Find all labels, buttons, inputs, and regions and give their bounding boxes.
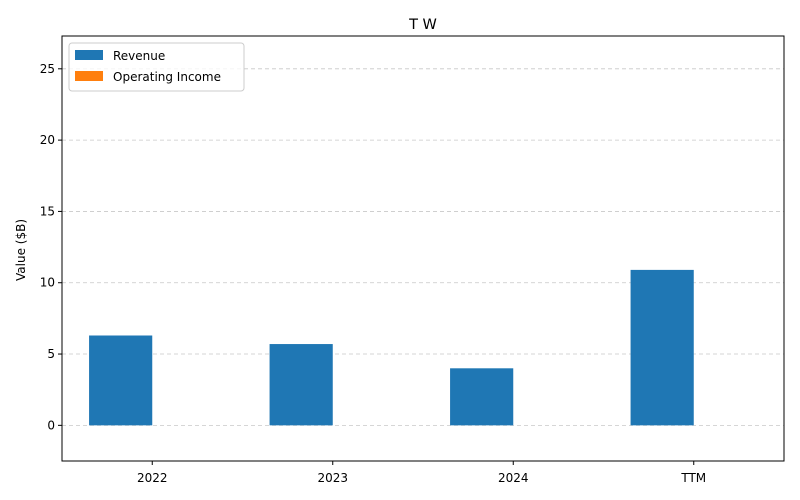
legend-items: Revenue Operating Income — [75, 49, 221, 84]
legend-swatch-1 — [75, 71, 103, 81]
x-tick-label-1: 2023 — [317, 471, 348, 485]
bar-revenue-ttm — [630, 269, 694, 426]
y-tick-label-3: 15 — [40, 204, 55, 218]
legend-swatch-0 — [75, 50, 103, 60]
y-tick-label-0: 0 — [47, 418, 55, 432]
y-tick-label-2: 10 — [40, 276, 55, 290]
legend-box — [68, 42, 245, 92]
plot-frame — [61, 35, 785, 462]
x-tick-label-0: 2022 — [137, 471, 168, 485]
y-axis-label: Value ($B) — [14, 219, 28, 281]
chart-title: T W — [408, 17, 437, 33]
y-tick-label-5: 25 — [40, 62, 55, 76]
x-axis-ticks: 2022 2023 2024 TTM — [137, 461, 706, 485]
legend: Revenue Operating Income — [68, 42, 245, 92]
y-tick-label-1: 5 — [47, 347, 55, 361]
bars — [89, 269, 694, 426]
x-tick-label-2: 2024 — [498, 471, 529, 485]
bar-revenue-2023 — [269, 344, 333, 426]
legend-label-1: Operating Income — [113, 70, 221, 84]
y-tick-label-4: 20 — [40, 133, 55, 147]
x-tick-label-3: TTM — [680, 471, 706, 485]
y-axis-ticks: 0 5 10 15 20 25 — [40, 62, 62, 432]
legend-label-0: Revenue — [113, 49, 165, 63]
bar-revenue-2022 — [89, 335, 153, 426]
bar-revenue-2024 — [450, 368, 514, 426]
